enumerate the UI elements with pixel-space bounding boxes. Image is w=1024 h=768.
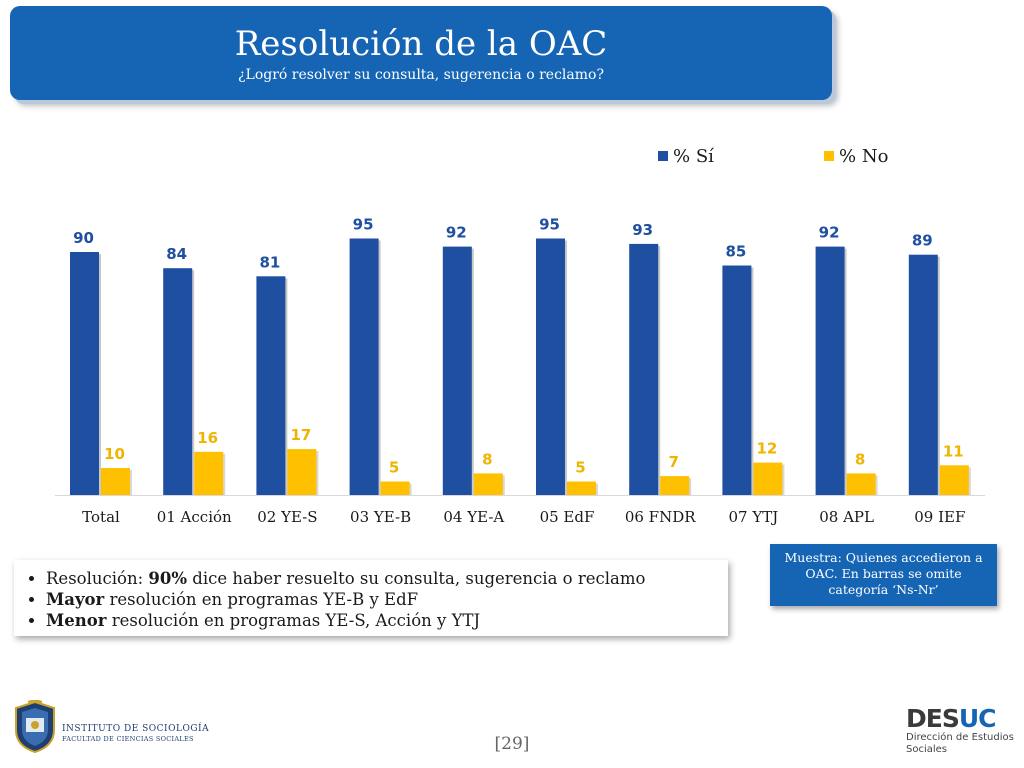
x-tick-label: 03 YE-B xyxy=(350,508,411,526)
data-label-no: 11 xyxy=(943,442,964,460)
bar-no xyxy=(660,476,690,495)
data-label-no: 17 xyxy=(290,426,311,444)
desuc-subtitle-1: Dirección de Estudios xyxy=(906,732,1014,743)
bar-si xyxy=(442,246,472,495)
bar-no xyxy=(753,462,783,495)
data-label-si: 81 xyxy=(259,253,280,271)
x-tick-label: 09 IEF xyxy=(914,508,965,526)
bar-no xyxy=(287,449,317,495)
institute-logo: INSTITUTO DE SOCIOLOGÍA FACULTAD DE CIEN… xyxy=(14,700,214,756)
faculty-name: FACULTAD DE CIENCIAS SOCIALES xyxy=(62,735,194,743)
bar-si xyxy=(722,265,752,495)
legend-label: % Sí xyxy=(673,146,714,167)
bar-no xyxy=(194,451,224,495)
data-label-no: 5 xyxy=(575,459,585,477)
page-subtitle: ¿Logró resolver su consulta, sugerencia … xyxy=(238,67,604,83)
page-title: Resolución de la OAC xyxy=(234,24,608,64)
bullet-item: Mayor resolución en programas YE-B y EdF xyxy=(46,589,728,610)
data-label-no: 5 xyxy=(389,459,399,477)
legend-swatch xyxy=(658,151,668,161)
x-tick-label: 08 APL xyxy=(819,508,874,526)
summary-box: Resolución: 90% dice haber resuelto su c… xyxy=(14,560,728,636)
data-label-si: 90 xyxy=(73,229,94,247)
bar-si xyxy=(256,276,286,495)
bar-si xyxy=(629,243,659,495)
x-tick-label: 07 YTJ xyxy=(729,508,779,526)
data-label-si: 92 xyxy=(446,224,467,242)
bar-no xyxy=(473,473,503,495)
data-label-si: 95 xyxy=(539,216,560,234)
x-tick-label: 06 FNDR xyxy=(625,508,696,526)
data-label-no: 12 xyxy=(756,440,777,458)
data-label-si: 84 xyxy=(166,245,187,263)
bullet-item: Menor resolución en programas YE-S, Acci… xyxy=(46,610,728,631)
x-tick-label: 05 EdF xyxy=(540,508,595,526)
data-label-si: 93 xyxy=(632,221,653,239)
desuc-subtitle-2: Sociales xyxy=(906,744,948,755)
x-tick-label: Total xyxy=(82,508,120,526)
bar-si xyxy=(349,238,379,495)
bar-no xyxy=(939,465,969,495)
desuc-logo: DESUC Dirección de Estudios Sociales xyxy=(906,706,1016,756)
data-label-si: 92 xyxy=(819,224,840,242)
data-label-si: 95 xyxy=(353,216,374,234)
data-label-no: 16 xyxy=(197,429,218,447)
data-label-no: 8 xyxy=(482,450,492,468)
x-tick-label: 01 Acción xyxy=(157,508,232,526)
data-label-no: 8 xyxy=(855,450,865,468)
page-number: [29] xyxy=(494,734,530,754)
legend-label: % No xyxy=(839,146,888,167)
bullet-item: Resolución: 90% dice haber resuelto su c… xyxy=(46,568,728,589)
bar-si xyxy=(163,268,193,495)
bar-no xyxy=(846,473,876,495)
data-label-si: 89 xyxy=(912,232,933,250)
university-seal-icon xyxy=(15,700,55,754)
bar-si xyxy=(70,252,99,495)
institute-name: INSTITUTO DE SOCIOLOGÍA xyxy=(62,724,210,734)
title-banner: Resolución de la OAC ¿Logró resolver su … xyxy=(10,6,832,100)
desuc-logo-part-a: DES xyxy=(906,704,960,733)
legend-swatch xyxy=(824,151,834,161)
x-tick-label: 04 YE-A xyxy=(443,508,504,526)
bar-no xyxy=(567,481,596,495)
bar-si xyxy=(815,246,845,495)
sample-note: Muestra: Quienes accedieron a OAC. En ba… xyxy=(770,544,997,606)
bar-no xyxy=(101,468,130,495)
bar-si xyxy=(908,254,938,495)
bar-si xyxy=(536,238,565,495)
bar-no xyxy=(380,481,410,495)
x-tick-label: 02 YE-S xyxy=(257,508,317,526)
data-label-no: 7 xyxy=(668,453,678,471)
data-label-si: 85 xyxy=(725,243,746,261)
data-label-no: 10 xyxy=(104,445,125,463)
desuc-logo-part-b: UC xyxy=(958,704,997,733)
